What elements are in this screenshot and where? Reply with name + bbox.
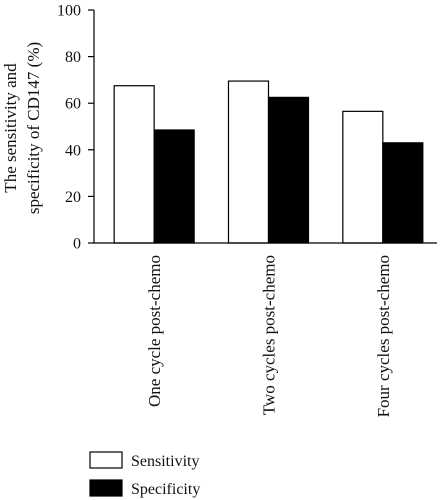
category-label: Two cycles post-chemo: [260, 255, 279, 415]
category-labels: One cycle post-chemo Two cycles post-chem…: [145, 255, 393, 417]
legend-label-sensitivity: Sensitivity: [131, 453, 199, 470]
legend: Sensitivity Specificity: [89, 451, 200, 498]
y-axis-ticks: 0 20 40 60 80 100: [57, 3, 94, 253]
legend-swatch-sensitivity: [89, 451, 123, 469]
y-tick-label: 80: [65, 49, 81, 66]
category-label: One cycle post-chemo: [145, 255, 164, 407]
y-tick-label: 40: [65, 142, 81, 159]
bar-sensitivity-3: [342, 110, 384, 244]
bar-sensitivity-2: [227, 80, 270, 244]
bar-specificity-2: [267, 96, 310, 244]
y-axis-title: The sensitivity and specificity of CD147…: [1, 42, 43, 214]
y-tick-label: 20: [65, 189, 81, 206]
y-axis-title-line-1: The sensitivity and: [1, 63, 20, 193]
y-tick-label: 60: [65, 96, 81, 113]
bar-specificity-1: [153, 129, 195, 244]
y-tick-label: 0: [73, 236, 81, 253]
y-tick-label: 100: [57, 3, 81, 20]
bars: [113, 80, 424, 244]
bar-sensitivity-1: [113, 85, 155, 244]
bar-specificity-3: [382, 142, 424, 244]
category-label: Four cycles post-chemo: [374, 255, 393, 417]
legend-swatch-specificity: [89, 479, 123, 497]
y-axis-title-line-2: specificity of CD147 (%): [24, 42, 43, 214]
legend-label-specificity: Specificity: [131, 481, 200, 498]
